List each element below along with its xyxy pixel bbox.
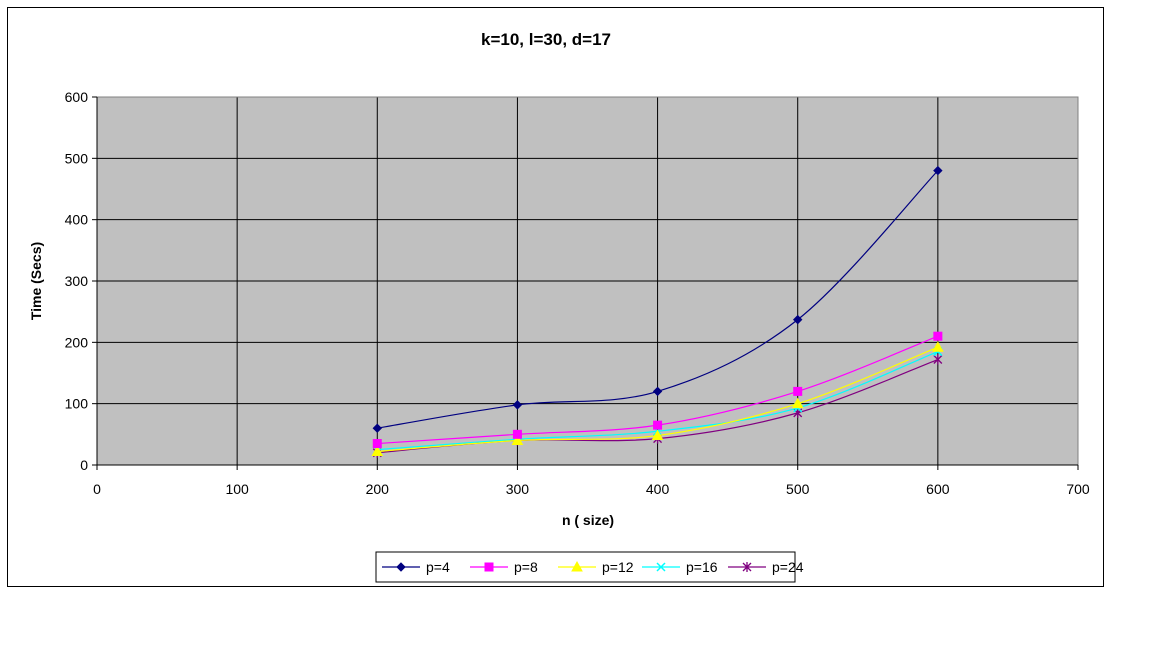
y-tick-label: 600 [65,89,89,105]
data-point-diamond [793,314,803,325]
data-point-square [793,386,803,396]
data-point-diamond [512,400,523,410]
legend-item: p=4 [382,559,450,575]
tick-labels: 0 100 200 300 400 500 600 0 100 200 300 400 500 600 70… [65,89,1090,497]
data-point-star [933,354,943,365]
data-point-square [372,439,382,449]
data-point-triangle [651,429,664,441]
data-point-triangle [571,560,583,572]
series-p=12 [371,341,944,457]
series-p=4 [372,165,943,433]
legend-item: p=8 [470,559,538,575]
data-point-x [656,562,666,572]
data-point-diamond [372,423,382,433]
x-tick-label: 700 [1066,481,1090,497]
legend-item: p=24 [728,559,804,575]
x-tick-label: 400 [646,481,670,497]
legend-label: p=12 [602,559,634,575]
x-tick-label: 0 [93,481,101,497]
legend-label: p=4 [426,559,450,575]
chart-area: k=10, l=30, d=17 0 100 200 300 400 500 600 0 100… [7,7,1104,587]
legend-label: p=16 [686,559,718,575]
data-point-diamond [652,386,663,397]
data-point-triangle [791,397,804,409]
series-p=8 [372,331,943,449]
legend-label: p=24 [772,559,804,575]
y-tick-label: 400 [65,212,89,228]
y-tick-label: 300 [65,273,89,289]
y-tick-label: 0 [80,457,88,473]
data-point-square [653,420,663,430]
data-point-triangle [371,445,384,457]
series-line [377,170,939,429]
series-layer [371,165,944,458]
x-tick-label: 300 [506,481,530,497]
x-tick-label: 100 [225,481,249,497]
x-tick-label: 500 [786,481,810,497]
legend-label: p=8 [514,559,538,575]
chart-title: k=10, l=30, d=17 [481,30,611,49]
data-point-triangle [932,341,944,352]
data-point-triangle [511,434,524,445]
data-point-square [933,331,943,341]
y-axis-title: Time (Secs) [28,242,44,320]
x-tick-label: 200 [366,481,390,497]
x-tick-label: 600 [926,481,950,497]
legend: p=4 p=8 p=12 p=16 p=24 [375,551,804,583]
data-point-square [484,562,494,572]
data-point-diamond [396,562,406,572]
data-point-square [512,429,522,439]
y-tick-label: 200 [65,334,89,350]
legend-item: p=12 [558,559,634,575]
data-point-diamond [933,165,943,176]
x-axis-title: n ( size) [562,512,614,528]
line-chart: k=10, l=30, d=17 0 100 200 300 400 500 600 0 100… [28,30,1090,583]
y-tick-label: 100 [65,396,89,412]
data-point-star [742,562,752,572]
legend-item: p=16 [642,559,718,575]
y-tick-label: 500 [65,150,89,166]
